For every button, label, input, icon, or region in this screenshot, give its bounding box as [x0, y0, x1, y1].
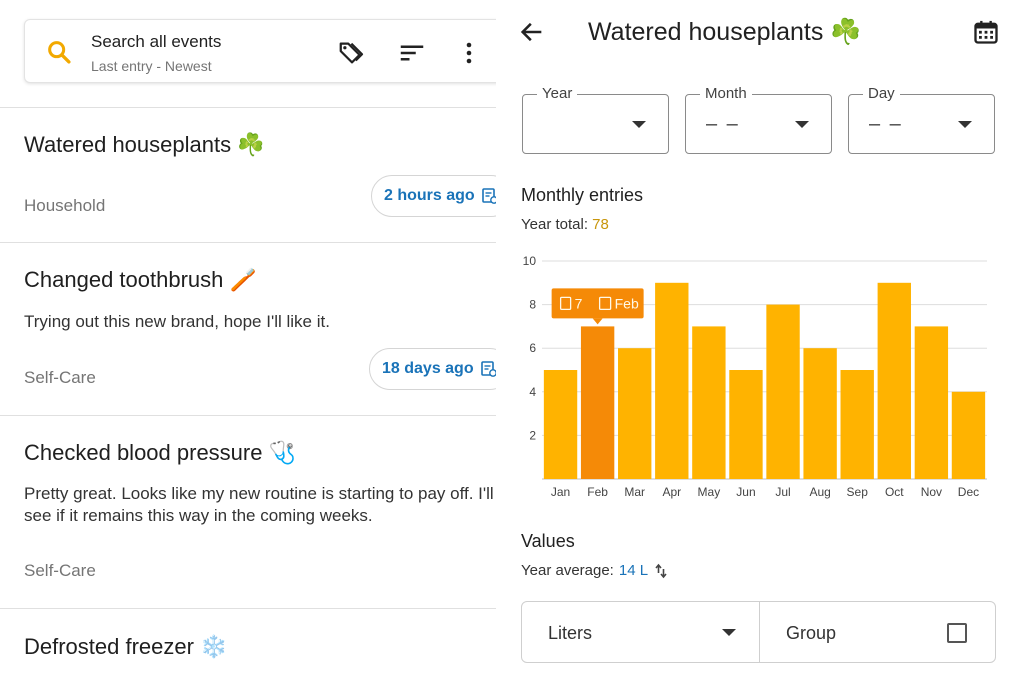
x-tick-label: Mar — [624, 485, 645, 499]
tag-icon[interactable] — [337, 38, 367, 68]
chevron-down-icon — [795, 121, 809, 128]
x-tick-label: Aug — [809, 485, 830, 499]
log-entry-icon — [481, 188, 496, 204]
chevron-down-icon — [722, 629, 736, 636]
year-total: Year total: 78 — [521, 216, 609, 233]
chart-bar[interactable] — [840, 370, 874, 479]
chart-tooltip-pointer — [592, 318, 603, 325]
log-entry-icon — [559, 296, 572, 311]
calendar-icon[interactable] — [972, 18, 1000, 46]
y-tick-label: 2 — [529, 428, 536, 442]
divider — [759, 602, 760, 662]
divider — [0, 608, 496, 609]
event-title: Changed toothbrush 🪥 — [24, 267, 257, 292]
chart-bar[interactable] — [877, 282, 911, 479]
chart-bar[interactable] — [951, 391, 986, 479]
year-average-label: Year average: — [521, 562, 614, 579]
year-dropdown-label: Year — [537, 85, 578, 102]
x-tick-label: Feb — [587, 485, 608, 499]
y-tick-label: 4 — [529, 385, 536, 399]
year-average: Year average: 14 L — [521, 562, 669, 579]
search-icon[interactable] — [45, 38, 73, 66]
tooltip-count: 7 — [575, 295, 583, 311]
group-label: Group — [786, 623, 837, 643]
divider — [0, 107, 496, 108]
calendar-icon — [598, 296, 612, 311]
event-item[interactable]: Watered houseplants ☘️ Household 2 hours… — [0, 108, 496, 242]
divider — [0, 415, 496, 416]
chart-tooltip — [551, 288, 644, 319]
event-list-pane: Search all events Last entry - Newest Wa… — [0, 0, 496, 688]
search-placeholder[interactable]: Search all events — [91, 32, 222, 51]
chart-bar[interactable] — [543, 370, 578, 479]
x-tick-label: May — [698, 485, 721, 499]
x-tick-label: Nov — [921, 485, 942, 499]
search-bar[interactable]: Search all events Last entry - Newest — [24, 19, 496, 83]
chart-bar[interactable] — [692, 326, 726, 479]
time-chip[interactable]: 18 days ago — [369, 348, 496, 390]
values-heading: Values — [521, 531, 575, 551]
year-total-label: Year total: — [521, 216, 588, 233]
year-average-value: 14 L — [618, 562, 649, 579]
log-entry-icon — [480, 361, 496, 377]
x-tick-label: Apr — [662, 485, 681, 499]
y-tick-label: 6 — [529, 341, 536, 355]
x-tick-label: Jul — [775, 485, 790, 499]
event-item[interactable]: Defrosted freezer ❄️ — [0, 609, 496, 688]
event-category: Household — [24, 196, 106, 215]
x-tick-label: Sep — [847, 485, 869, 499]
unit-select-value: Liters — [548, 623, 593, 643]
monthly-entries-chart[interactable]: 2 4 6 8 10 Jan Feb Mar Apr May Jun Jul Aug Sep Oct Nov D… — [512, 250, 992, 506]
chevron-down-icon — [958, 121, 972, 128]
event-item[interactable]: Changed toothbrush 🪥 Trying out this new… — [0, 243, 496, 415]
time-chip[interactable]: 2 hours ago — [371, 175, 496, 217]
event-note: Trying out this new brand, hope I'll lik… — [24, 312, 330, 331]
y-tick-label: 8 — [529, 298, 536, 312]
event-category: Self-Care — [24, 368, 96, 387]
month-dropdown-label: Month — [700, 85, 752, 102]
year-total-value: 78 — [592, 216, 609, 233]
sort-icon[interactable] — [397, 38, 427, 68]
group-checkbox[interactable] — [947, 623, 967, 643]
unit-select[interactable]: Liters — [522, 602, 759, 662]
event-note: Pretty great. Looks like my new routine … — [24, 484, 494, 525]
more-vert-icon[interactable] — [457, 38, 481, 68]
chart-bar[interactable] — [766, 304, 800, 479]
event-detail-pane: Watered houseplants ☘️ Year Month – – Da… — [498, 0, 1024, 688]
back-arrow-icon[interactable] — [518, 18, 546, 46]
chart-bar[interactable] — [618, 348, 652, 479]
chart-bar[interactable] — [580, 326, 615, 479]
event-category: Self-Care — [24, 561, 96, 580]
chart-bar[interactable] — [914, 326, 949, 479]
year-dropdown[interactable]: Year — [522, 85, 669, 154]
x-tick-label: Oct — [885, 485, 904, 499]
y-tick-label: 10 — [523, 254, 537, 268]
value-options: Liters Group — [521, 601, 996, 663]
chevron-down-icon — [632, 121, 646, 128]
chart-bar[interactable] — [655, 282, 689, 479]
day-dropdown-label: Day — [863, 85, 900, 102]
time-ago-label: 2 hours ago — [384, 187, 475, 204]
event-title: Defrosted freezer ❄️ — [24, 634, 228, 659]
event-item[interactable]: Checked blood pressure 🩺 Pretty great. L… — [0, 416, 496, 608]
swap-vert-icon[interactable] — [653, 563, 669, 579]
chart-bar[interactable] — [729, 370, 763, 479]
x-tick-label: Jun — [736, 485, 755, 499]
x-tick-label: Dec — [958, 485, 979, 499]
page-title: Watered houseplants ☘️ — [588, 18, 862, 46]
time-ago-label: 18 days ago — [382, 360, 474, 377]
divider — [0, 242, 496, 243]
month-dropdown[interactable]: Month – – — [685, 85, 832, 154]
sort-order-label: Last entry - Newest — [91, 58, 212, 74]
event-title: Watered houseplants ☘️ — [24, 132, 265, 157]
event-title: Checked blood pressure 🩺 — [24, 440, 296, 465]
tooltip-month: Feb — [615, 295, 639, 311]
day-dropdown[interactable]: Day – – — [848, 85, 995, 154]
monthly-entries-heading: Monthly entries — [521, 185, 644, 205]
x-tick-label: Jan — [551, 485, 570, 499]
chart-bar[interactable] — [803, 348, 837, 479]
month-dropdown-value: – – — [706, 113, 740, 135]
day-dropdown-value: – – — [869, 113, 903, 135]
